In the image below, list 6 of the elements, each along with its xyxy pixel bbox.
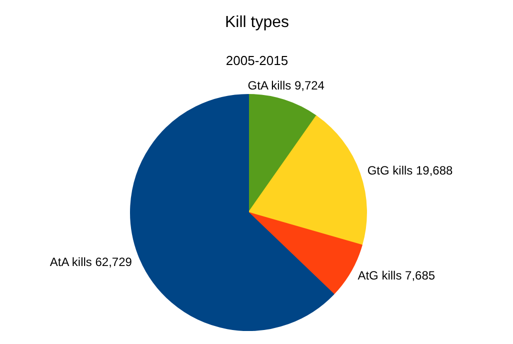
- slice-label: AtG kills 7,685: [358, 268, 436, 282]
- slice-label: GtG kills 19,688: [367, 164, 454, 178]
- chart-subtitle: 2005-2015: [226, 53, 288, 68]
- slice-label: GtA kills 9,724: [248, 78, 325, 92]
- slice-label: AtA kills 62,729: [50, 254, 132, 269]
- chart-title: Kill types: [224, 14, 290, 31]
